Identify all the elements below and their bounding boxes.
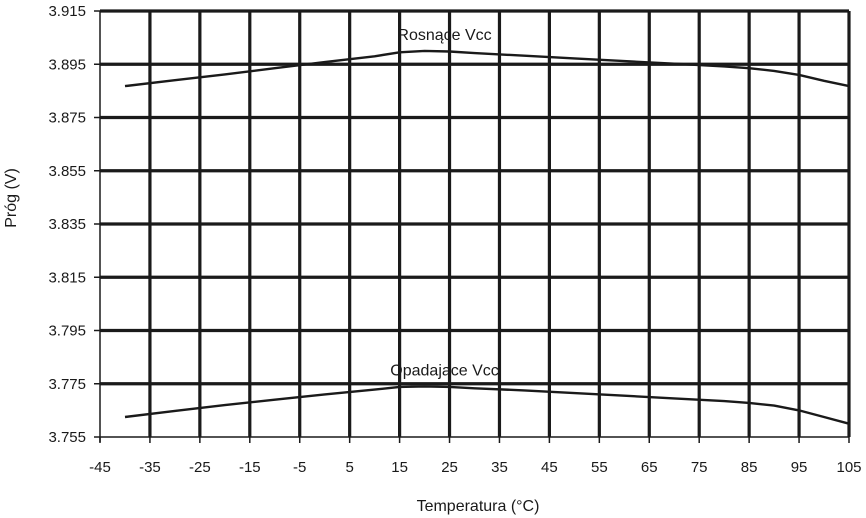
series-line-0: [124, 49, 850, 88]
y-tick-label: 3.795: [48, 323, 86, 340]
x-tick-label: 85: [741, 459, 758, 476]
x-tick-label: 15: [391, 459, 408, 476]
x-tick-label: 105: [836, 459, 861, 476]
y-tick-label: 3.775: [48, 376, 86, 393]
y-axis-label: Próg (V): [3, 168, 20, 228]
x-tick-label: -25: [189, 459, 211, 476]
y-tick-label: 3.835: [48, 216, 86, 233]
x-tick-label: 25: [441, 459, 458, 476]
x-tick-label: 35: [491, 459, 508, 476]
x-tick-labels: -45 -35 -25 -15 -5 5 15 25 35 45 55 65 75 85 95 105: [89, 459, 861, 476]
y-tick-labels: 3.915 3.895 3.875 3.855 3.835 3.815 3.795 3.775…: [48, 3, 86, 446]
x-tick-label: -5: [293, 459, 306, 476]
y-tick-label: 3.755: [48, 429, 86, 446]
plot-grid: [100, 9, 851, 437]
x-tick-label: 75: [691, 459, 708, 476]
x-tick-label: -45: [89, 459, 111, 476]
series-label-0: Rosnące Vcc: [397, 27, 491, 44]
x-tick-label: 45: [541, 459, 558, 476]
y-tick-label: 3.915: [48, 3, 86, 20]
x-tick-label: 95: [791, 459, 808, 476]
y-tick-label: 3.875: [48, 110, 86, 127]
x-tick-label: -35: [139, 459, 161, 476]
series-lines: [124, 49, 850, 425]
x-tick-label: -15: [239, 459, 261, 476]
y-tick-label: 3.855: [48, 163, 86, 180]
plot-axes: [94, 10, 850, 443]
x-tick-label: 55: [591, 459, 608, 476]
series-label-1: Opadające Vcc: [390, 362, 499, 379]
series-line-1: [124, 385, 850, 425]
x-tick-label: 5: [345, 459, 353, 476]
x-axis-label: Temperatura (°C): [417, 498, 540, 515]
y-tick-label: 3.895: [48, 56, 86, 73]
series-labels: Rosnące Vcc Opadające Vcc: [390, 27, 499, 379]
y-tick-label: 3.815: [48, 269, 86, 286]
x-tick-label: 65: [641, 459, 658, 476]
